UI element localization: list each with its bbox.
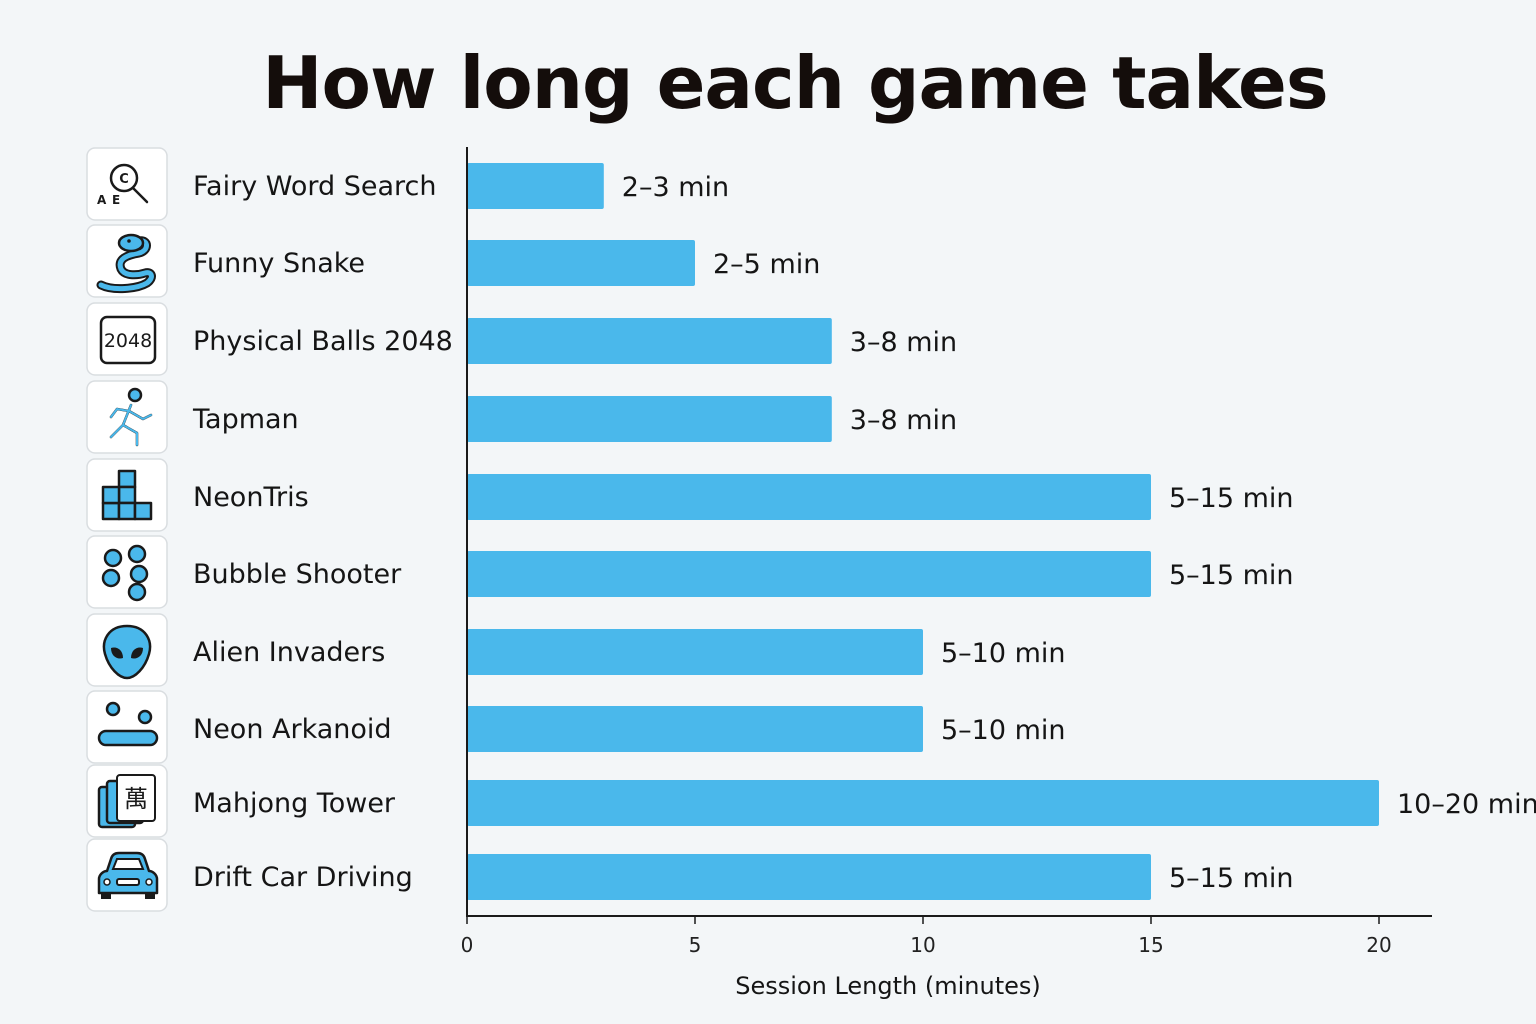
x-axis-ticks: 0 5 10 15 20 [461,916,1392,957]
data-label: 3–8 min [850,327,957,358]
running-man-icon [86,380,168,454]
x-tick-label: 20 [1366,933,1391,957]
category-label: Neon Arkanoid [193,714,392,745]
alien-head-icon [86,613,168,687]
data-label: 5–15 min [1169,483,1294,514]
x-tick-label: 15 [1138,933,1163,957]
svg-text:A: A [97,193,107,207]
svg-text:C: C [119,172,129,187]
category-label: Bubble Shooter [193,559,402,590]
x-axis-title: Session Length (minutes) [735,972,1040,1000]
chart-row: 萬 Mahjong Tower 10–20 min [86,764,1536,838]
chart-row: Neon Arkanoid 5–10 min [86,690,1066,764]
car-icon [86,838,168,912]
category-label: Funny Snake [193,248,365,279]
bar [467,551,1151,597]
category-label: Fairy Word Search [193,171,437,202]
data-label: 5–10 min [941,715,1066,746]
chart-title: How long each game takes [262,41,1327,125]
data-label: 2–5 min [713,249,820,280]
data-label: 5–10 min [941,638,1066,669]
category-label: Mahjong Tower [193,788,396,819]
mahjong-tiles-icon: 萬 [86,764,168,838]
category-label: Alien Invaders [193,637,385,668]
data-label: 10–20 min [1397,789,1536,820]
bar [467,240,695,286]
svg-text:2048: 2048 [104,330,152,352]
magnifier-letters-icon: CA E [86,147,168,221]
chart-row: Funny Snake 2–5 min [86,224,820,298]
category-label: NeonTris [193,482,309,513]
chart-rows: CA E Fairy Word Search 2–3 min Funny Snake 2–… [86,147,1536,912]
category-label: Tapman [192,404,299,435]
bar [467,474,1151,520]
snake-icon [86,224,168,298]
data-label: 3–8 min [850,405,957,436]
tile-2048-icon: 2048 [86,302,168,376]
bar [467,706,923,752]
data-label: 2–3 min [622,172,729,203]
x-tick-label: 0 [461,933,474,957]
x-tick-label: 5 [689,933,702,957]
svg-text:萬: 萬 [124,785,148,813]
bar [467,780,1379,826]
data-label: 5–15 min [1169,863,1294,894]
chart-row: CA E Fairy Word Search 2–3 min [86,147,729,221]
bar [467,629,923,675]
arkanoid-paddle-icon [86,690,168,764]
bar [467,396,832,442]
category-label: Drift Car Driving [193,862,413,893]
svg-text:E: E [112,193,120,207]
chart-row: Drift Car Driving 5–15 min [86,838,1294,912]
x-tick-label: 10 [910,933,935,957]
chart-row: Alien Invaders 5–10 min [86,613,1066,687]
data-label: 5–15 min [1169,560,1294,591]
bubbles-icon [86,535,168,609]
chart-row: Bubble Shooter 5–15 min [86,535,1294,609]
bar [467,318,832,364]
tetromino-blocks-icon [86,458,168,532]
category-label: Physical Balls 2048 [193,326,453,357]
bar [467,854,1151,900]
chart-row: Tapman 3–8 min [86,380,957,454]
chart-row: 2048 Physical Balls 2048 3–8 min [86,302,957,376]
bar [467,163,604,209]
chart-row: NeonTris 5–15 min [86,458,1294,532]
